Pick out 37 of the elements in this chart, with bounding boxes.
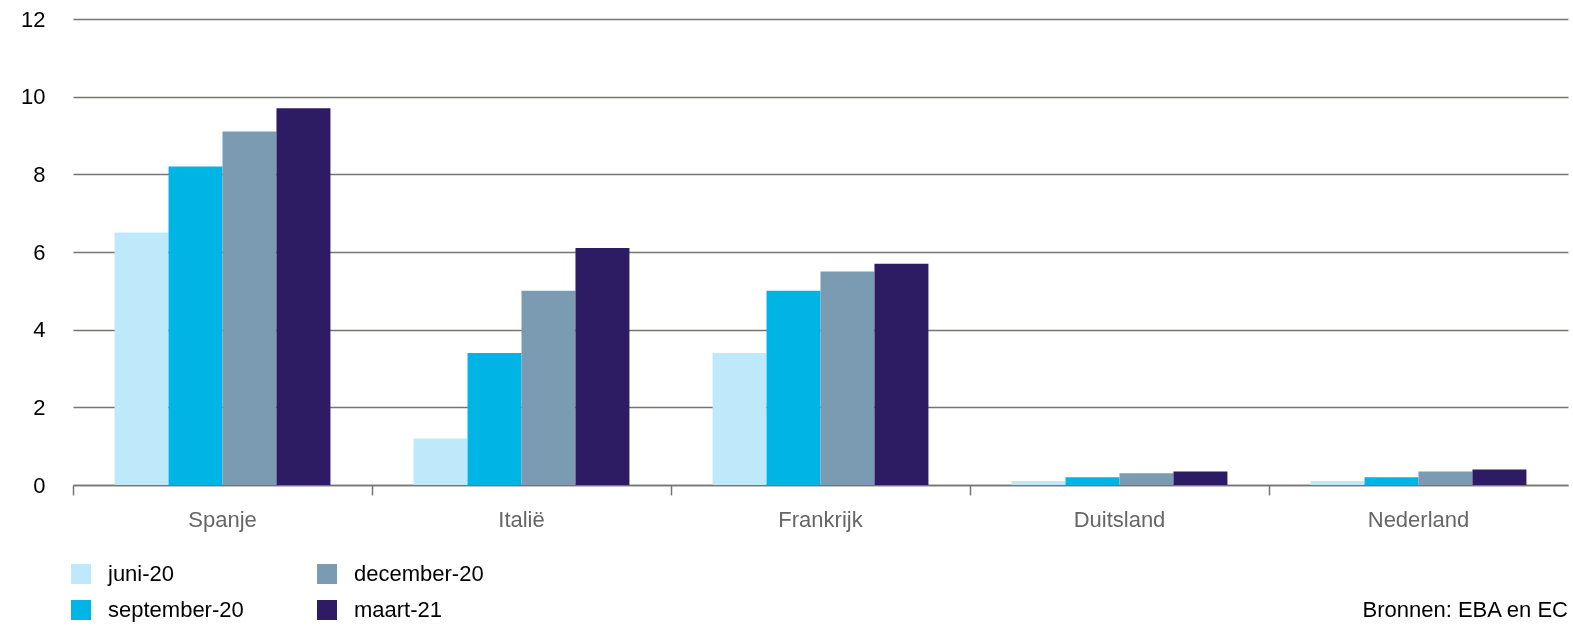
bar [276,108,331,485]
bar [467,352,522,485]
legend-label: september-20 [108,597,244,622]
bar [1472,469,1527,485]
legend-label: juni-20 [107,561,175,586]
y-tick-label: 6 [33,239,46,265]
bar [712,352,767,485]
x-tick-label: Spanje [188,506,257,532]
bar [820,271,875,485]
bar [1310,481,1365,485]
bar [1173,471,1228,485]
bar [413,438,468,485]
bar [874,263,929,485]
y-tick-label: 4 [33,317,46,343]
y-tick-label: 2 [33,394,46,420]
y-tick-label: 0 [33,472,46,498]
x-tick-label: Italië [498,506,545,532]
legend-label: december-20 [354,561,484,586]
bar [222,131,277,485]
text: Bronnen: EBA en EC [1362,597,1569,622]
bar [575,248,630,485]
legend-label: maart-21 [354,597,443,622]
y-tick-label: 12 [21,6,46,32]
bar [168,166,223,485]
x-tick-label: Nederland [1367,506,1470,532]
bar [1065,477,1120,485]
bar [1364,477,1419,485]
bar [766,290,821,485]
bar [114,232,169,485]
bar [521,290,576,485]
y-tick-label: 10 [21,84,46,110]
x-tick-label: Duitsland [1073,506,1166,532]
bar [1011,481,1066,485]
y-tick-label: 8 [33,161,46,187]
x-tick-label: Frankrijk [778,506,864,532]
bar [1119,473,1174,485]
bar [1418,471,1473,485]
